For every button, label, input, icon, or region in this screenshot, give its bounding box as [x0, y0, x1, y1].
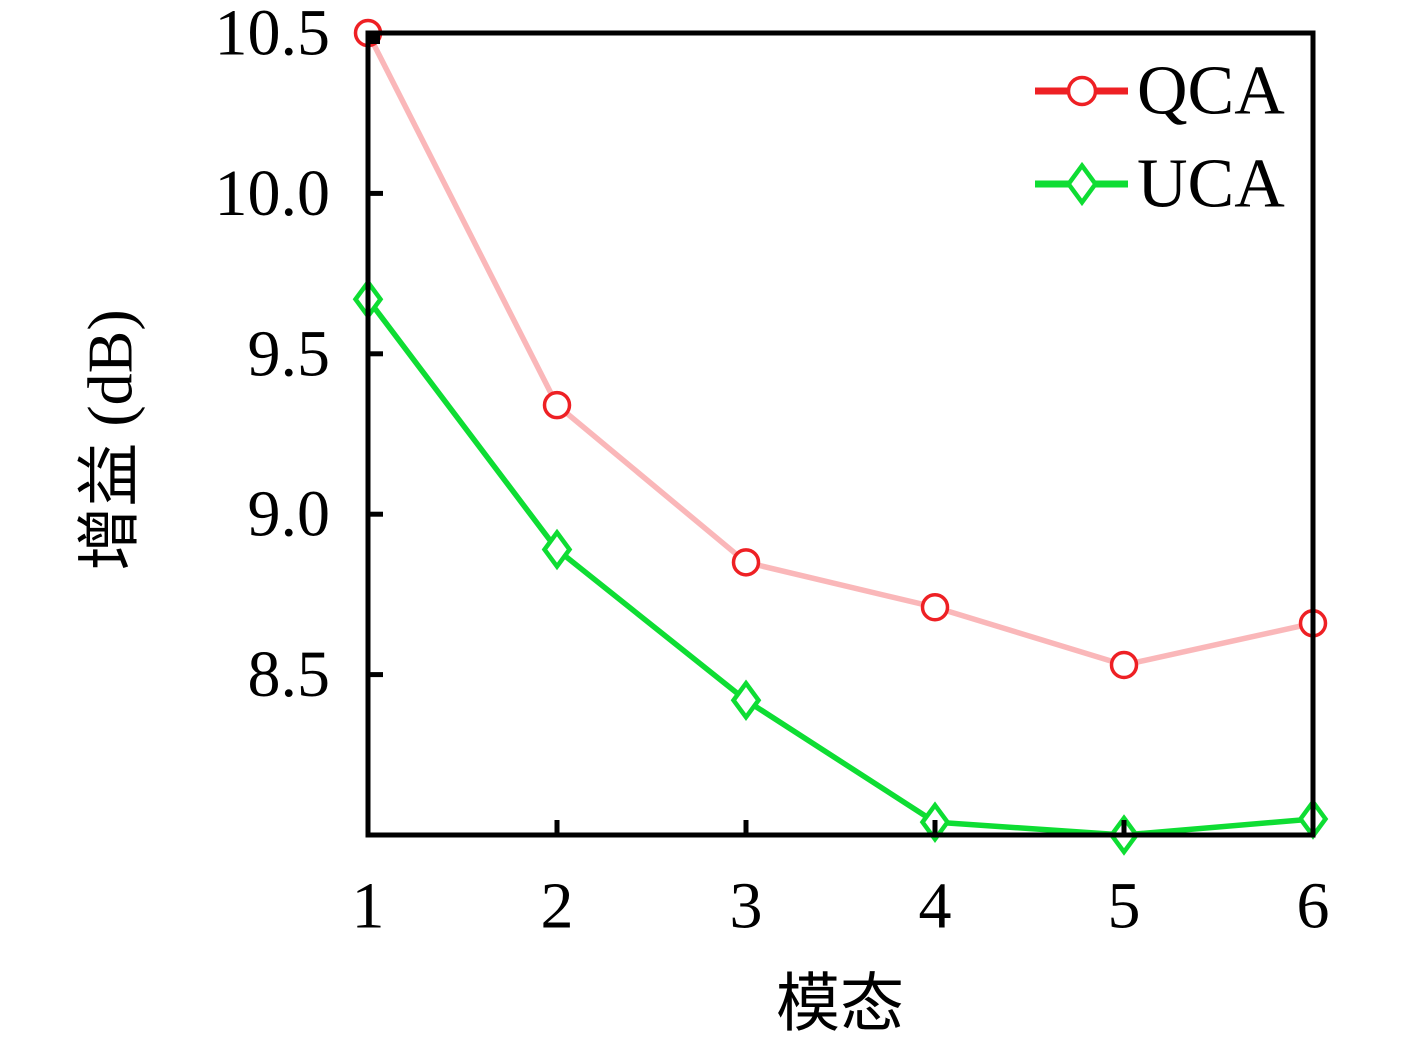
y-axis-title: 增益 (dB) [75, 309, 146, 570]
chart-generated-layer: 8.5 9.0 9.5 10.0 10.5 1 2 3 4 5 6 QCA UCA [215, 0, 1330, 943]
qca-line [365, 31, 1314, 668]
qca-marker-x5 [1109, 650, 1139, 680]
x-tick-label: 4 [919, 870, 952, 943]
x-tick-label: 2 [541, 870, 574, 943]
x-tick-label: 5 [1108, 870, 1141, 943]
y-tick-label: 10.5 [215, 0, 331, 70]
qca-marker-x4 [920, 592, 950, 622]
legend-label-uca: UCA [1137, 146, 1285, 223]
x-tick-label: 3 [730, 870, 763, 943]
uca-line [365, 297, 1314, 838]
qca-marker-x3 [731, 548, 761, 577]
uca-marker-x3 [730, 679, 762, 722]
plot-border [365, 30, 1316, 838]
x-axis-title: 模态 [776, 969, 904, 1040]
y-tick-label: 9.0 [248, 478, 331, 551]
uca-marker-x2 [541, 528, 573, 571]
x-tick-label: 1 [352, 870, 385, 943]
y-tick-label: 10.0 [215, 157, 331, 230]
corner-tick-artifact [370, 35, 380, 44]
qca-marker-x2 [542, 390, 572, 420]
y-tick-label: 9.5 [248, 317, 331, 390]
legend-marker-qca [1066, 75, 1098, 107]
legend-label-qca: QCA [1137, 53, 1285, 130]
legend-marker-uca [1065, 161, 1099, 207]
y-tick-label: 8.5 [248, 638, 331, 711]
x-tick-label: 6 [1297, 870, 1330, 943]
